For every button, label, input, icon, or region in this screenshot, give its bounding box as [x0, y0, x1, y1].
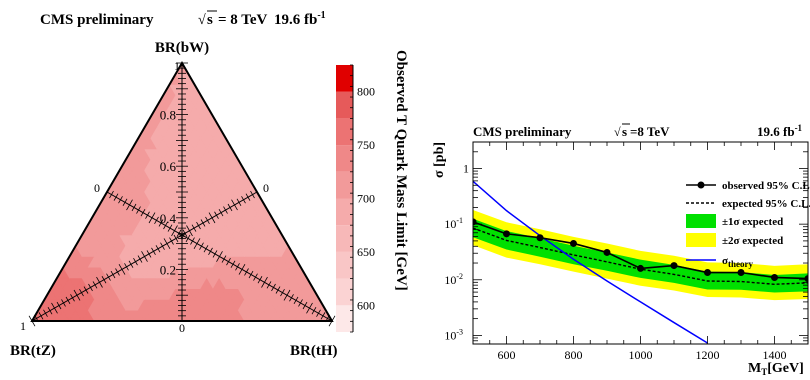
legend-entry: observed 95% C.L. — [722, 180, 810, 192]
right-sqrt-s: √ s =8 TeV — [614, 124, 670, 139]
right-lumi: 19.6 fb-1 — [757, 123, 803, 139]
colorbar-bin — [336, 92, 353, 119]
svg-text:√: √ — [614, 125, 621, 139]
left-lumi: 19.6 fb-1 — [274, 10, 326, 28]
y-tick-label: 10-1 — [444, 216, 463, 231]
colorbar-bin — [336, 225, 353, 252]
ternary-panel: CMS preliminary √ s = 8 TeV 19.6 fb-1 BR… — [10, 10, 409, 359]
colorbar-bin — [336, 65, 353, 92]
legend-2sigma-swatch — [686, 233, 716, 247]
colorbar-tick-label: 650 — [357, 245, 375, 259]
vertex-label-th: BR(tH) — [290, 343, 338, 359]
colorbar-bin — [336, 199, 353, 226]
observed-point — [771, 274, 778, 281]
svg-text:s: s — [622, 124, 627, 139]
legend-entry: expected 95% C.L. — [722, 198, 810, 210]
y-tick-label: 1 — [463, 162, 469, 176]
x-axis-label: MT[GeV] — [748, 361, 804, 375]
observed-point — [671, 262, 678, 269]
left-energy: = 8 TeV — [218, 12, 268, 28]
y-axis-label: σ [pb] — [432, 142, 447, 178]
limit-plot: 600 800 1000 1200 1400 10-3 10-2 10-1 1 — [444, 142, 810, 362]
legend-1sigma-swatch — [686, 214, 716, 228]
left-header: CMS preliminary — [40, 12, 154, 28]
observed-point — [637, 265, 644, 272]
svg-text:√: √ — [198, 13, 206, 28]
colorbar-bin — [336, 252, 353, 279]
x-tick-label: 600 — [498, 348, 516, 362]
x-tick-label: 1200 — [696, 348, 720, 362]
colorbar-bin — [336, 305, 353, 332]
x-tick-label: 1400 — [763, 348, 787, 362]
legend-entry: ±1σ expected — [722, 216, 783, 228]
y-tick-label: 10-3 — [444, 327, 463, 342]
observed-point — [503, 230, 510, 237]
colorbar-tick-label: 750 — [357, 138, 375, 152]
left-sqrt-s: √ s = 8 TeV — [198, 11, 268, 28]
colorbar-bin — [336, 145, 353, 172]
ternary-tick-label: 0.6 — [160, 159, 177, 174]
colorbar-title: Observed T Quark Mass Limit [GeV] — [393, 50, 409, 291]
right-energy: =8 TeV — [630, 124, 670, 139]
ternary-tick-label: 0.4 — [160, 211, 177, 226]
y-tick-label: 10-2 — [444, 272, 463, 287]
colorbar-bin — [336, 279, 353, 306]
colorbar-bin — [336, 172, 353, 199]
observed-point — [604, 249, 611, 256]
legend-observed-marker — [698, 182, 705, 189]
vertex-label-bw: BR(bW) — [155, 40, 209, 56]
ternary-tick-label: 0 — [94, 181, 100, 195]
limit-panel: CMS preliminary √ s =8 TeV 19.6 fb-1 σ [… — [432, 123, 810, 375]
observed-point — [738, 269, 745, 276]
legend: observed 95% C.L. expected 95% C.L. ±1σ ex… — [686, 180, 810, 269]
vertex-label-tz: BR(tZ) — [10, 343, 56, 359]
ternary-tick-label: 0 — [263, 181, 269, 195]
svg-text:s: s — [207, 12, 213, 28]
x-tick-label: 1000 — [629, 348, 653, 362]
ternary-tick-label: 1 — [20, 319, 26, 333]
colorbar: 600 650 700 750 800 — [336, 65, 375, 332]
colorbar-tick-label: 600 — [357, 298, 375, 312]
ternary-tick-label: 0.8 — [160, 108, 176, 123]
legend-entry: ±2σ expected — [722, 235, 783, 247]
ternary-tick-label: 0 — [179, 321, 185, 335]
colorbar-tick-label: 800 — [357, 85, 375, 99]
ternary-tick-label: 0.2 — [160, 262, 176, 277]
colorbar-tick-label: 700 — [357, 192, 375, 206]
legend-entry: σtheory — [722, 255, 753, 269]
right-header: CMS preliminary — [473, 124, 572, 139]
x-tick-label: 800 — [565, 348, 583, 362]
observed-point — [537, 234, 544, 241]
ternary-tick-label: 1 — [174, 59, 180, 73]
observed-point — [704, 269, 711, 276]
observed-point — [570, 240, 577, 247]
colorbar-bin — [336, 118, 353, 145]
